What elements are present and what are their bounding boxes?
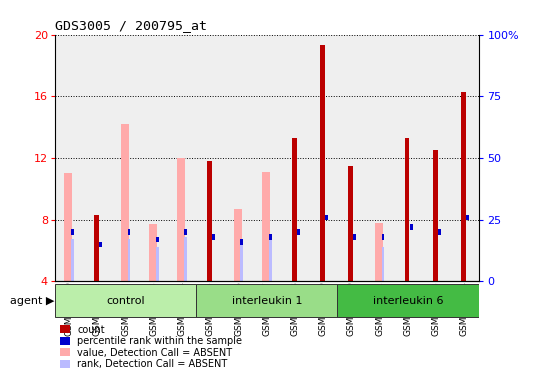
Bar xyxy=(240,239,243,245)
Bar xyxy=(375,223,383,281)
Bar xyxy=(394,35,422,281)
Text: control: control xyxy=(106,296,145,306)
Bar xyxy=(337,285,478,317)
Bar xyxy=(55,35,83,281)
Bar xyxy=(438,229,441,235)
Bar xyxy=(269,240,272,281)
Bar xyxy=(433,150,438,281)
Bar xyxy=(461,92,466,281)
Bar xyxy=(354,234,356,240)
Bar xyxy=(240,244,243,281)
Bar xyxy=(149,224,157,281)
Bar xyxy=(121,124,129,281)
Bar xyxy=(71,229,74,235)
Text: interleukin 6: interleukin 6 xyxy=(373,296,443,306)
Bar xyxy=(382,234,384,240)
Bar xyxy=(325,215,328,220)
Bar xyxy=(309,35,337,281)
Bar xyxy=(156,247,158,281)
Bar xyxy=(184,229,187,235)
Bar xyxy=(252,35,281,281)
Bar xyxy=(337,35,366,281)
Bar xyxy=(348,166,353,281)
Bar xyxy=(410,224,412,230)
Bar xyxy=(212,234,215,240)
Bar xyxy=(140,35,168,281)
Bar xyxy=(128,240,130,281)
Bar xyxy=(196,285,337,317)
Bar xyxy=(94,215,99,281)
Text: interleukin 1: interleukin 1 xyxy=(232,296,302,306)
Bar xyxy=(281,35,309,281)
Bar xyxy=(55,285,196,317)
Bar xyxy=(297,229,300,235)
Bar xyxy=(224,35,252,281)
Bar xyxy=(405,138,409,281)
Bar xyxy=(168,35,196,281)
Bar xyxy=(466,215,469,220)
Bar xyxy=(292,138,296,281)
Bar xyxy=(83,35,112,281)
Bar xyxy=(112,35,140,281)
Bar xyxy=(422,35,450,281)
Bar xyxy=(262,172,270,281)
Bar xyxy=(100,242,102,247)
Bar xyxy=(207,161,212,281)
Bar xyxy=(366,35,394,281)
Bar xyxy=(184,237,187,281)
Bar xyxy=(156,237,158,242)
Text: agent ▶: agent ▶ xyxy=(10,296,54,306)
Bar xyxy=(64,174,72,281)
Bar xyxy=(320,45,324,281)
Bar xyxy=(177,158,185,281)
Legend: count, percentile rank within the sample, value, Detection Call = ABSENT, rank, : count, percentile rank within the sample… xyxy=(60,325,243,369)
Bar xyxy=(269,234,272,240)
Bar xyxy=(128,229,130,235)
Bar xyxy=(382,247,384,281)
Bar xyxy=(196,35,224,281)
Bar xyxy=(71,240,74,281)
Bar xyxy=(450,35,478,281)
Text: GDS3005 / 200795_at: GDS3005 / 200795_at xyxy=(55,19,207,32)
Bar xyxy=(234,209,241,281)
